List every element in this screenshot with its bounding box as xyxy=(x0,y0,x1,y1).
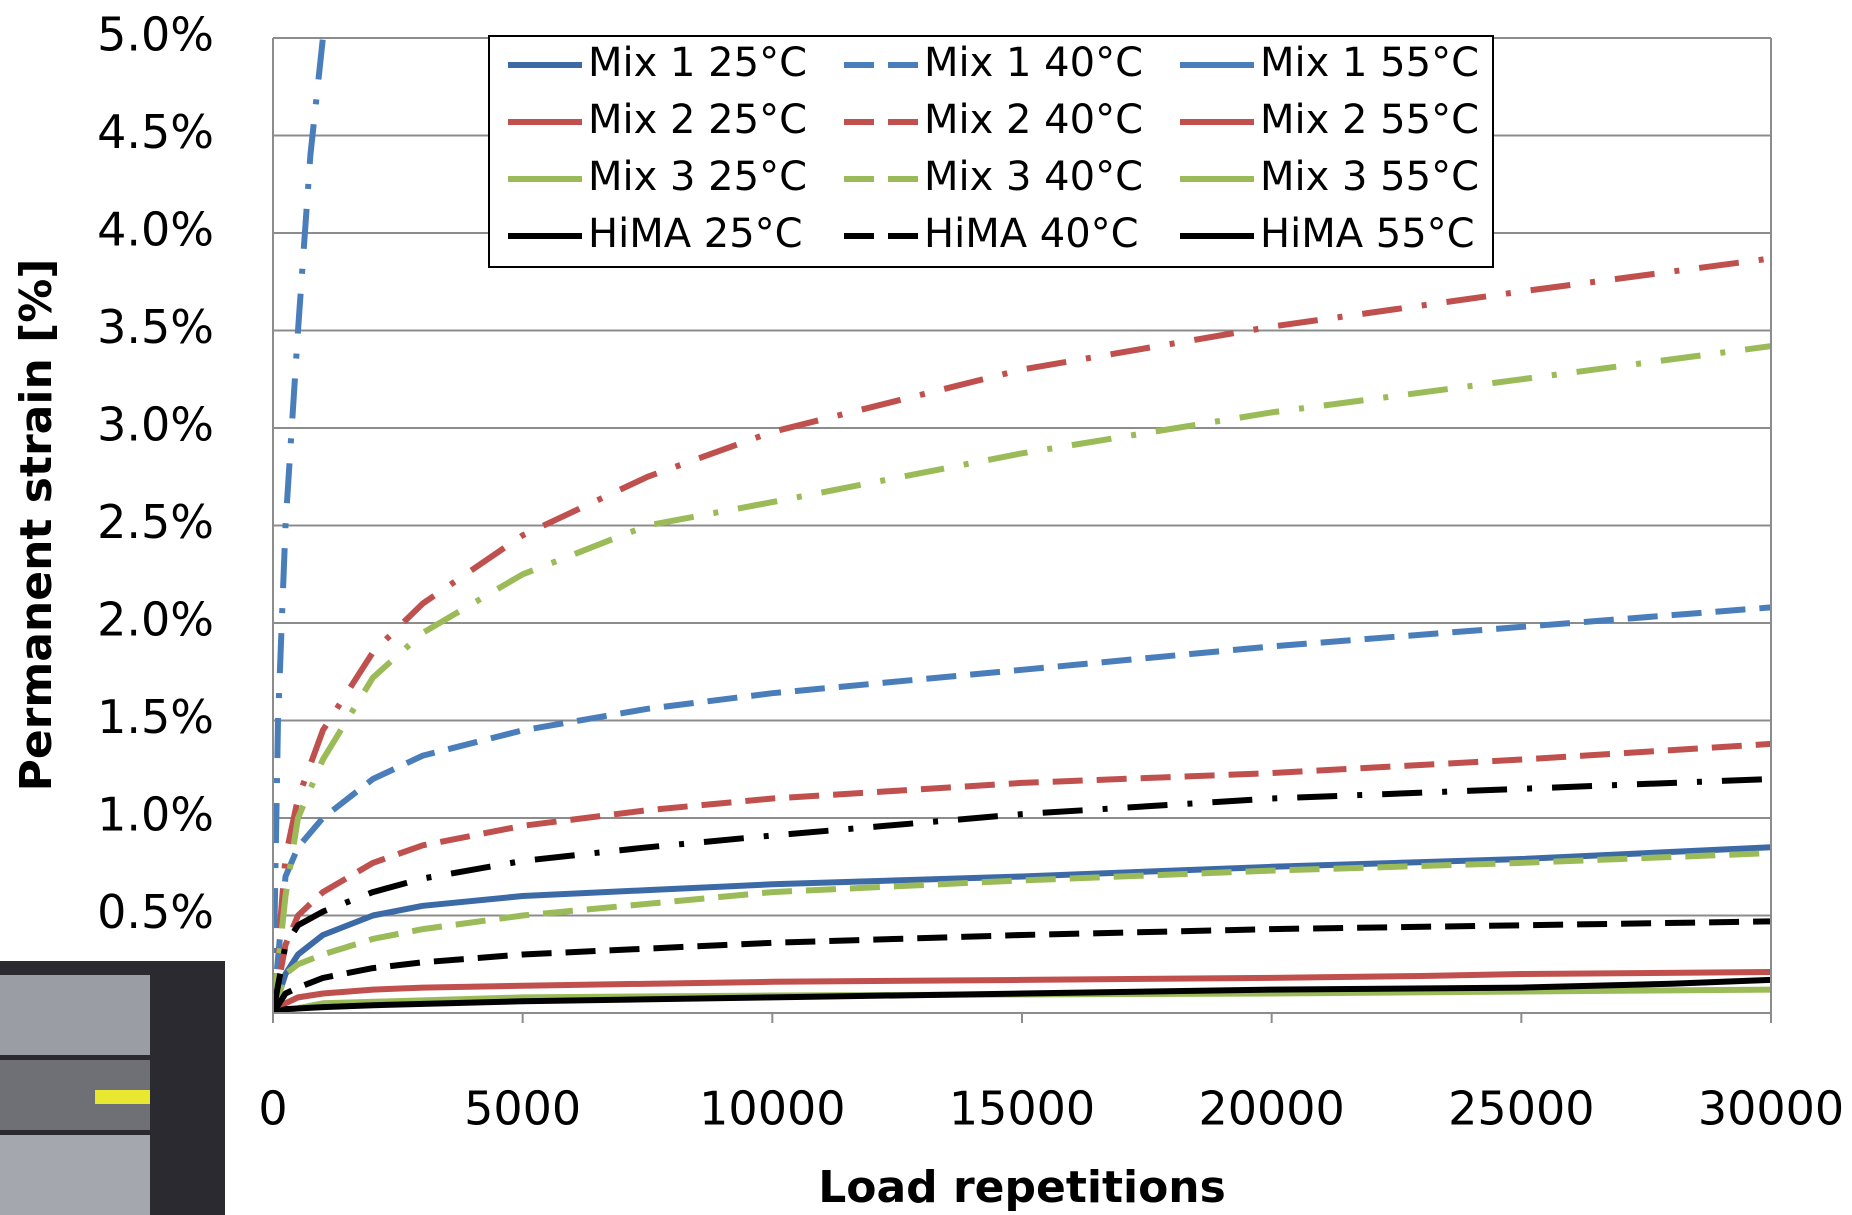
series-line xyxy=(273,976,1771,1013)
series-line xyxy=(273,844,1771,1013)
series-line xyxy=(273,918,1771,1013)
y-tick-label: 0.5% xyxy=(97,885,214,939)
x-tick-label: 25000 xyxy=(1448,1082,1594,1136)
series-line xyxy=(273,740,1771,1013)
legend-box xyxy=(488,35,1494,268)
legend-label: HiMA 25°C xyxy=(588,211,803,257)
y-tick-label: 2.5% xyxy=(97,495,214,549)
legend-label: Mix 3 55°C xyxy=(1260,154,1479,200)
legend-label: Mix 2 25°C xyxy=(588,97,807,143)
x-tick-label: 20000 xyxy=(1198,1082,1344,1136)
x-axis-label: Load repetitions xyxy=(818,1162,1226,1213)
series-line xyxy=(273,343,1771,1013)
legend-label: Mix 1 25°C xyxy=(588,40,807,86)
y-tick-label: 3.0% xyxy=(97,398,214,452)
specimen-photo xyxy=(0,961,225,1215)
series-line xyxy=(273,776,1771,1013)
y-tick-label: 3.5% xyxy=(97,300,214,354)
legend-label: HiMA 40°C xyxy=(924,211,1139,257)
legend-label: Mix 2 55°C xyxy=(1260,97,1479,143)
y-tick-label: 4.5% xyxy=(97,105,214,159)
x-tick-label: 30000 xyxy=(1698,1082,1844,1136)
x-tick-label: 0 xyxy=(258,1082,287,1136)
y-tick-label: 2.0% xyxy=(97,593,214,647)
series-line xyxy=(273,969,1771,1013)
series-line xyxy=(273,255,1771,1013)
legend-label: HiMA 55°C xyxy=(1260,211,1475,257)
y-tick-label: 1.5% xyxy=(97,690,214,744)
series-line xyxy=(273,850,1771,1013)
y-tick-label: 4.0% xyxy=(97,203,214,257)
legend-label: Mix 3 40°C xyxy=(924,154,1143,200)
y-tick-label: 5.0% xyxy=(97,8,214,62)
legend-label: Mix 1 40°C xyxy=(924,40,1143,86)
legend-label: Mix 1 55°C xyxy=(1260,40,1479,86)
x-tick-label: 5000 xyxy=(464,1082,581,1136)
series-line xyxy=(273,604,1771,1013)
legend-label: Mix 3 25°C xyxy=(588,154,807,200)
series-line xyxy=(273,38,326,1013)
y-tick-label: 1.0% xyxy=(97,788,214,842)
legend-label: Mix 2 40°C xyxy=(924,97,1143,143)
x-tick-label: 15000 xyxy=(949,1082,1095,1136)
y-axis-label: Permanent strain [%] xyxy=(11,259,62,792)
x-tick-label: 10000 xyxy=(699,1082,845,1136)
